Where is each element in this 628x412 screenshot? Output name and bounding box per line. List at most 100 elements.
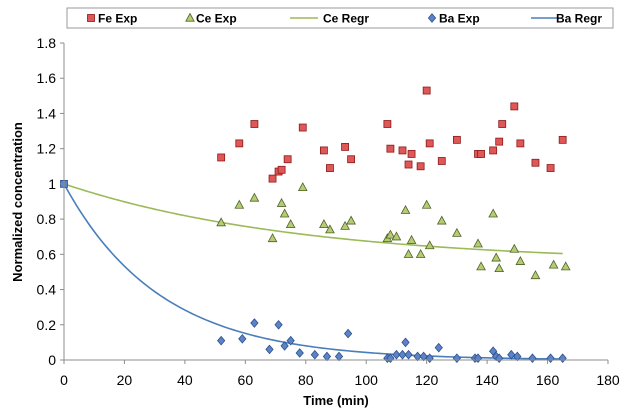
ba-exp-point	[513, 351, 522, 362]
legend-ce-regr-label: Ce Regr	[323, 12, 369, 26]
x-tick-label: 60	[238, 372, 254, 388]
ba-exp-point	[265, 344, 274, 355]
fe-exp-point	[383, 120, 392, 128]
ce-exp-point	[267, 233, 278, 243]
fe-exp-point	[558, 135, 567, 144]
ba-exp-point	[413, 351, 422, 362]
ce-exp-point	[319, 219, 329, 228]
x-tick-label: 120	[415, 372, 439, 388]
fe-exp-point	[268, 174, 277, 183]
fe-exp-point	[452, 135, 461, 144]
ce-exp-point	[346, 215, 356, 225]
ce-exp-point	[297, 182, 308, 192]
ba-exp-point	[404, 349, 413, 360]
plot-area	[60, 86, 571, 364]
ce-exp-point	[424, 240, 435, 250]
ba-exp-point	[419, 351, 428, 362]
ce-exp-point	[385, 229, 396, 239]
ce-regr-line	[63, 183, 563, 255]
ce-exp-point	[473, 238, 483, 248]
ba-exp-point	[295, 348, 304, 358]
fe-exp-point	[498, 120, 507, 128]
ce-exp-point	[325, 224, 335, 234]
fe-exp-point	[235, 139, 244, 148]
fe-exp-point	[404, 160, 413, 169]
ba-exp-point	[386, 353, 395, 364]
ce-exp-point	[400, 204, 411, 214]
ce-exp-point	[234, 199, 245, 209]
fe-exp-point	[516, 139, 525, 148]
y-tick-label: 1.8	[37, 35, 57, 51]
ba-exp-point	[322, 351, 332, 362]
y-tick-label: 0.8	[37, 211, 57, 227]
x-tick-label: 100	[355, 372, 379, 388]
x-axis-title: Time (min)	[303, 393, 369, 408]
ba-exp-point	[558, 353, 567, 364]
ba-exp-point	[238, 334, 247, 344]
fe-exp-point	[416, 162, 425, 171]
x-tick-label: 20	[117, 372, 133, 388]
ce-exp-point	[491, 252, 502, 262]
fe-exp-point	[326, 164, 334, 172]
ce-exp-point	[548, 259, 559, 269]
ce-exp-point	[560, 261, 571, 271]
fe-exp-point	[398, 146, 407, 155]
fe-exp-point	[437, 157, 446, 165]
ba-exp-point	[334, 351, 344, 362]
fe-exp-point	[347, 155, 356, 164]
fe-exp-point	[531, 158, 540, 167]
fe-exp-point	[320, 146, 328, 155]
ba-exp-point	[250, 318, 259, 328]
fe-exp-point	[407, 150, 416, 158]
y-tick-label: 0	[48, 352, 56, 368]
ce-exp-point	[391, 231, 402, 241]
x-tick-label: 0	[60, 372, 68, 388]
fe-exp-point	[489, 146, 498, 155]
ba-exp-point	[274, 319, 283, 330]
fe-exp-point	[495, 137, 504, 146]
ce-exp-point	[415, 248, 426, 258]
legend-fe-exp-label: Fe Exp	[98, 12, 137, 26]
ba-exp-point	[280, 341, 289, 351]
x-tick-label: 80	[298, 372, 314, 388]
legend-fe-exp-swatch	[87, 14, 95, 22]
x-tick-label: 160	[536, 372, 560, 388]
x-ticks: 0 20 40 60 80 100 120 140 160 180	[60, 360, 620, 388]
legend-ba-regr-label: Ba Regr	[556, 12, 602, 26]
legend-ce-exp-label: Ce Exp	[196, 12, 237, 26]
ba-exp-point	[434, 342, 443, 353]
ce-exp-point	[421, 199, 432, 209]
ba-exp-point	[286, 335, 295, 346]
axes	[63, 43, 608, 361]
ba-exp-point	[452, 353, 462, 364]
ce-exp-point	[403, 248, 414, 258]
ce-exp-point	[216, 217, 227, 227]
ce-exp-point	[340, 220, 350, 230]
ce-exp-point	[276, 197, 287, 207]
fe-exp-point	[341, 143, 349, 151]
fe-exp-point	[298, 123, 307, 132]
ce-exp-point	[488, 208, 499, 218]
ce-exp-point	[530, 270, 541, 280]
y-tick-label: 1.2	[37, 141, 57, 157]
fe-exp-point	[250, 120, 259, 128]
x-tick-label: 40	[177, 372, 193, 388]
y-tick-label: 1	[48, 176, 56, 192]
ce-exp-point	[436, 215, 447, 225]
ce-exp-point	[249, 192, 260, 202]
ba-exp-point	[217, 335, 226, 346]
fe-exp-point	[386, 144, 395, 153]
fe-exp-point	[425, 139, 434, 148]
legend: Fe Exp Ce Exp Ce Regr Ba Exp Ba Regr	[66, 7, 614, 29]
y-tick-label: 0.2	[37, 317, 57, 333]
ba-exp-point	[392, 349, 401, 360]
y-axis-title: Normalized concentration	[10, 122, 25, 282]
ba-exp-point	[310, 349, 319, 360]
x-tick-label: 140	[475, 372, 499, 388]
ba-exp-point	[343, 328, 353, 339]
fe-exp-point	[283, 155, 292, 164]
ba-exp-point	[507, 349, 516, 360]
fe-exp-point	[277, 165, 286, 174]
